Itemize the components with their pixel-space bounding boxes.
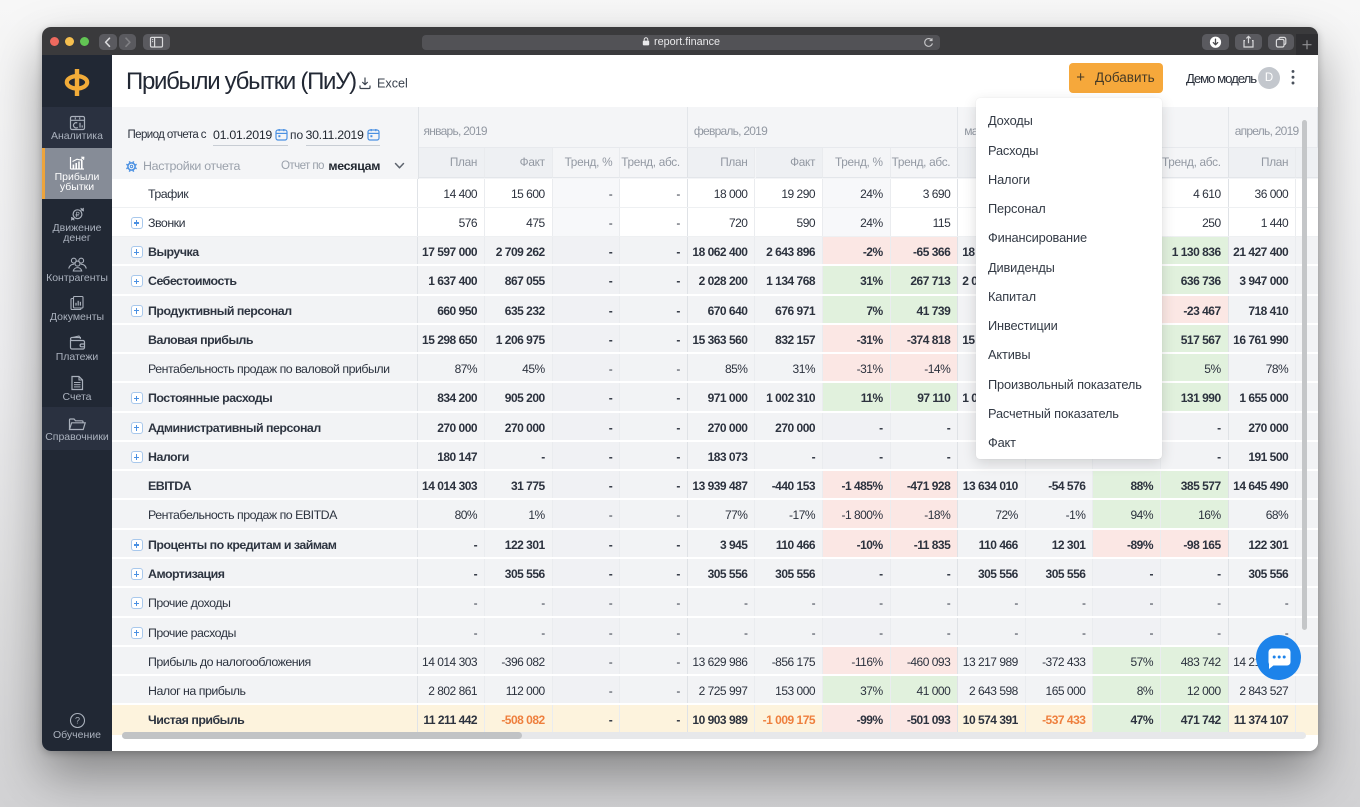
svg-text:₽: ₽ [75, 210, 80, 218]
svg-text:?: ? [74, 716, 79, 726]
